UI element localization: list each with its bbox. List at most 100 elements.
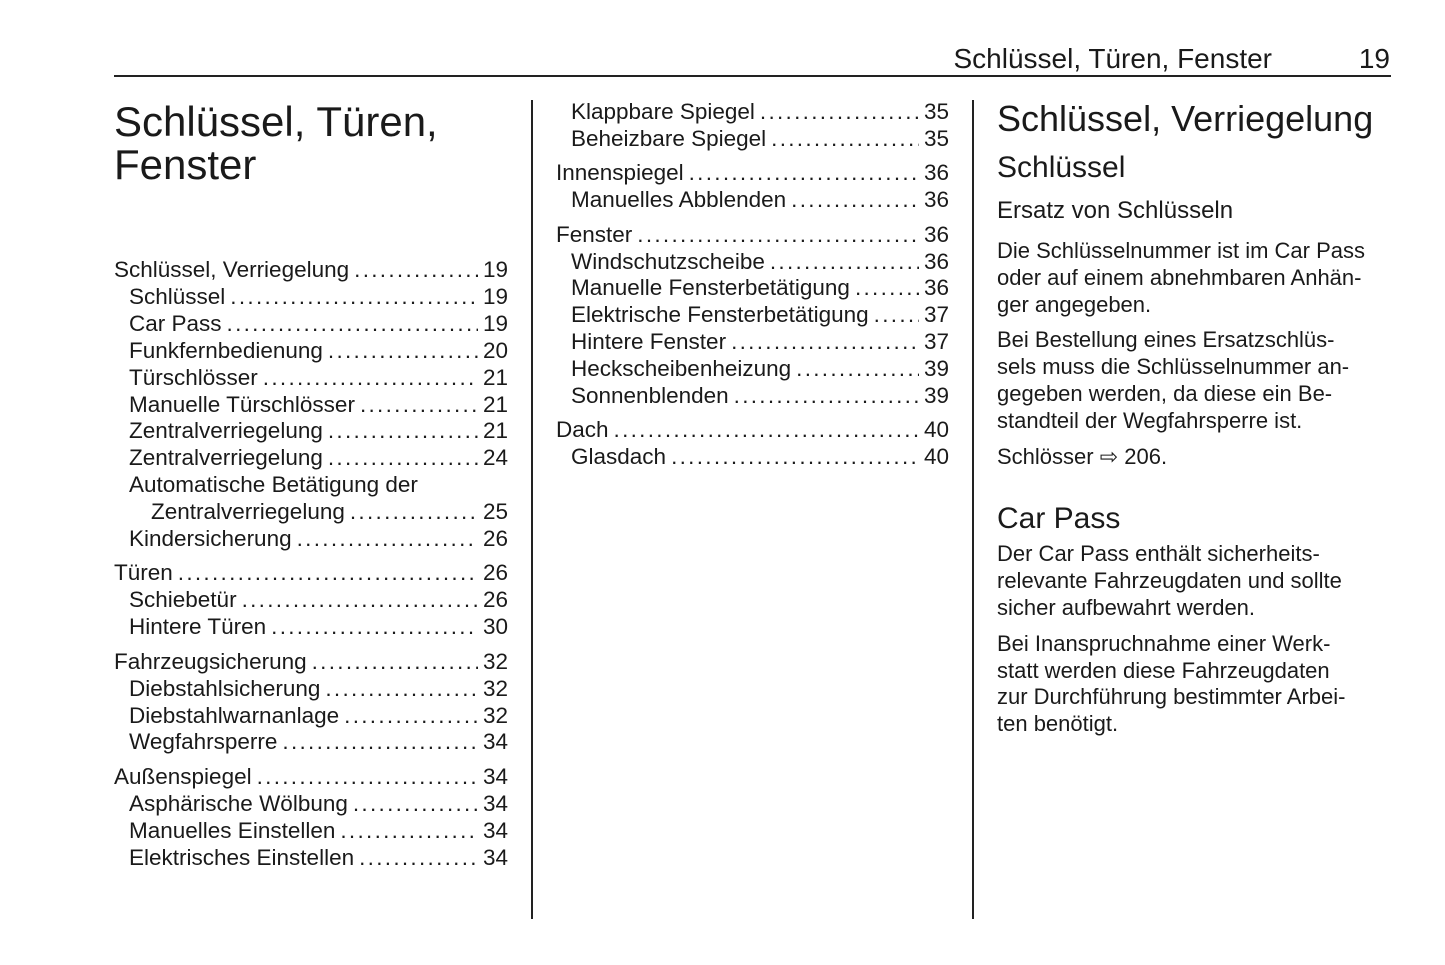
toc-entry-label: Heckscheibenheizung xyxy=(571,356,792,382)
toc-entry-label: Dach xyxy=(556,417,609,443)
toc-entry: Elektrisches Einstellen 34 xyxy=(114,845,508,872)
dot-leader xyxy=(353,791,478,818)
dot-leader xyxy=(359,845,478,872)
toc-entry-label: Fenster xyxy=(556,221,633,247)
dot-leader xyxy=(354,257,478,284)
dot-leader xyxy=(282,729,478,756)
subsection-heading: Schlüssel xyxy=(997,151,1126,184)
toc-entry-page: 32 xyxy=(482,648,508,674)
toc-entry: Manuelles Einstellen 34 xyxy=(114,818,508,845)
toc-entry-label: Fahrzeugsicherung xyxy=(114,648,307,674)
toc-group: Innenspiegel 36 Manuelles Abblenden 36 xyxy=(556,160,949,214)
toc-entry-page: 21 xyxy=(482,418,508,444)
dot-leader xyxy=(297,526,478,553)
page-number: 19 xyxy=(1358,43,1390,74)
toc-entry: Diebstahlwarnanlage 32 xyxy=(114,703,508,730)
toc-entry: Wegfahrsperre 34 xyxy=(114,729,508,756)
toc-entry-page: 26 xyxy=(482,587,508,613)
toc-entry-page: 36 xyxy=(923,187,949,213)
dot-leader xyxy=(771,126,919,153)
dot-leader xyxy=(230,284,478,311)
toc-entry: Klappbare Spiegel 35 xyxy=(556,99,949,126)
toc-entry-label: Innenspiegel xyxy=(556,160,684,186)
paragraph: Die Schlüsselnummer ist im Car Pass oder … xyxy=(997,238,1397,318)
dot-leader xyxy=(796,356,919,383)
toc-entry-page: 36 xyxy=(923,275,949,301)
toc-entry: Schiebetür 26 xyxy=(114,587,508,614)
toc-left: Schlüssel, Verriegelung19Schlüssel19Car … xyxy=(114,257,508,879)
toc-entry-page: 24 xyxy=(482,445,508,471)
toc-entry-label: Windschutzscheibe xyxy=(571,248,765,274)
toc-entry-page: 35 xyxy=(923,125,949,151)
paragraph-line: Bei Inanspruchnahme einer Werk- xyxy=(997,630,1331,656)
dot-leader xyxy=(340,818,478,845)
section-heading: Schlüssel, Verriegelung xyxy=(997,98,1374,139)
dot-leader xyxy=(263,365,478,392)
toc-entry-label: Car Pass xyxy=(129,310,222,336)
dot-leader xyxy=(770,249,919,276)
toc-entry: Car Pass 19 xyxy=(114,311,508,338)
toc-entry-page: 40 xyxy=(923,444,949,470)
toc-entry-page: 39 xyxy=(923,383,949,409)
dot-leader xyxy=(344,703,478,730)
toc-group: Fahrzeugsicherung32Diebstahlsicherung32D… xyxy=(114,649,508,757)
paragraph-line: gegeben werden, da diese ein Be- xyxy=(997,380,1333,406)
paragraph-line: sels muss die Schlüsselnummer an- xyxy=(997,354,1350,380)
toc-entry-page: 32 xyxy=(482,675,508,701)
toc-entry-label: Manuelles Abblenden xyxy=(571,187,787,213)
toc-entry: Türschlösser 21 xyxy=(114,365,508,392)
toc-entry-label: Hintere Türen xyxy=(129,614,267,640)
paragraph-line: statt werden diese Fahrzeugdaten xyxy=(997,657,1330,683)
toc-entry-label: Asphärische Wölbung xyxy=(129,790,348,816)
dot-leader xyxy=(178,560,478,587)
subsection-heading: Car Pass xyxy=(997,502,1121,536)
toc-section-entry: Innenspiegel 36 xyxy=(556,160,949,187)
toc-entry-label: Zentralverriegelung xyxy=(151,499,345,525)
dot-leader xyxy=(855,275,919,302)
page-header-title: Schlüssel, Türen, Fenster xyxy=(953,43,1272,74)
toc-entry: Hintere Türen 30 xyxy=(114,614,508,641)
cross-reference: Schlösser ⇨ 206. xyxy=(997,444,1397,471)
toc-entry-label: Sonnenblenden xyxy=(571,383,729,409)
arrow-right-icon: ⇨ xyxy=(1099,443,1119,469)
toc-entry-label: Türschlösser xyxy=(129,364,258,390)
dot-leader xyxy=(312,649,478,676)
reference-page: 206. xyxy=(1124,443,1168,469)
toc-entry-page: 39 xyxy=(923,356,949,382)
toc-entry-label: Manuelle Fensterbetätigung xyxy=(571,275,850,301)
toc-entry-label: Kindersicherung xyxy=(129,526,292,552)
toc-entry-page: 19 xyxy=(482,257,508,282)
toc-entry: Manuelle Türschlösser 21 xyxy=(114,392,508,419)
toc-entry-label: Elektrisches Einstellen xyxy=(129,844,355,870)
toc-entry-page: 25 xyxy=(482,499,508,525)
dot-leader xyxy=(350,499,478,526)
chapter-title-line: Schlüssel, Türen, xyxy=(114,98,438,145)
toc-section-entry: Fahrzeugsicherung 32 xyxy=(114,649,508,676)
chapter-title: Schlüssel, Türen, Fenster xyxy=(114,100,514,186)
paragraph-line: zur Durchführung bestimmter Arbei- xyxy=(997,684,1346,710)
toc-entry: Elektrische Fensterbetätigung 37 xyxy=(556,302,949,329)
paragraph-line: Der Car Pass enthält sicherheits- xyxy=(997,541,1320,567)
toc-group: Außenspiegel34Asphärische Wölbung34Manue… xyxy=(114,764,508,872)
dot-leader xyxy=(325,676,478,703)
toc-entry-page: 37 xyxy=(923,302,949,328)
toc-entry-page: 34 xyxy=(482,729,508,755)
toc-group: Klappbare Spiegel 35 Beheizbare Spiegel 35 xyxy=(556,99,949,153)
toc-entry: Asphärische Wölbung 34 xyxy=(114,791,508,818)
toc-entry-label: Diebstahlwarnanlage xyxy=(129,702,340,728)
dot-leader xyxy=(328,445,478,472)
toc-entry-page: 32 xyxy=(482,702,508,728)
toc-entry-page: 37 xyxy=(923,329,949,355)
dot-leader xyxy=(271,614,478,641)
toc-entry-label: Wegfahrsperre xyxy=(129,729,278,755)
toc-entry-page: 19 xyxy=(482,310,508,336)
dot-leader xyxy=(257,764,478,791)
paragraph-line: relevante Fahrzeugdaten und sollte xyxy=(997,568,1342,594)
toc-group: Fenster36Windschutzscheibe 36 Manuelle Fen… xyxy=(556,222,949,410)
dot-leader xyxy=(731,329,919,356)
toc-section-entry: Dach 40 xyxy=(556,417,949,444)
toc-entry-label: Hintere Fenster xyxy=(571,329,727,355)
paragraph-line: standteil der Wegfahrsperre ist. xyxy=(997,407,1303,433)
toc-section-entry: Fenster 36 xyxy=(556,222,949,249)
toc-entry-label: Türen xyxy=(114,560,173,586)
